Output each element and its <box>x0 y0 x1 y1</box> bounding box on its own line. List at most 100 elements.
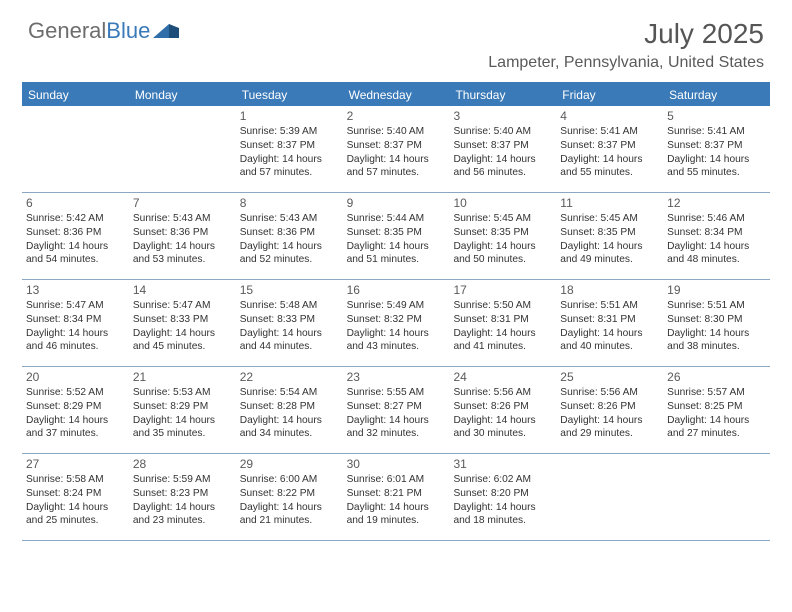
day-info-line: Sunset: 8:35 PM <box>347 226 446 240</box>
day-info-line: and 27 minutes. <box>667 427 766 441</box>
header: GeneralBlue July 2025 Lampeter, Pennsylv… <box>0 0 792 74</box>
day-info-line: Daylight: 14 hours <box>560 327 659 341</box>
day-cell: 22Sunrise: 5:54 AMSunset: 8:28 PMDayligh… <box>236 367 343 453</box>
title-block: July 2025 Lampeter, Pennsylvania, United… <box>488 18 764 72</box>
day-cell <box>556 454 663 540</box>
day-header-cell: Thursday <box>449 84 556 106</box>
day-info-line: Daylight: 14 hours <box>560 153 659 167</box>
day-info-line: Sunset: 8:37 PM <box>240 139 339 153</box>
day-info-line: Sunrise: 6:01 AM <box>347 473 446 487</box>
day-number: 9 <box>347 195 446 211</box>
day-info-line: Sunrise: 5:51 AM <box>560 299 659 313</box>
day-cell: 12Sunrise: 5:46 AMSunset: 8:34 PMDayligh… <box>663 193 770 279</box>
day-info-line: and 23 minutes. <box>133 514 232 528</box>
day-number: 27 <box>26 456 125 472</box>
day-info-line: Sunrise: 5:42 AM <box>26 212 125 226</box>
day-number: 7 <box>133 195 232 211</box>
day-cell: 20Sunrise: 5:52 AMSunset: 8:29 PMDayligh… <box>22 367 129 453</box>
calendar: SundayMondayTuesdayWednesdayThursdayFrid… <box>22 82 770 541</box>
day-info-line: Daylight: 14 hours <box>133 240 232 254</box>
day-info-line: Sunrise: 5:45 AM <box>453 212 552 226</box>
day-cell: 6Sunrise: 5:42 AMSunset: 8:36 PMDaylight… <box>22 193 129 279</box>
day-cell: 19Sunrise: 5:51 AMSunset: 8:30 PMDayligh… <box>663 280 770 366</box>
day-cell: 4Sunrise: 5:41 AMSunset: 8:37 PMDaylight… <box>556 106 663 192</box>
day-info-line: Sunset: 8:33 PM <box>240 313 339 327</box>
day-cell: 3Sunrise: 5:40 AMSunset: 8:37 PMDaylight… <box>449 106 556 192</box>
day-info-line: Sunrise: 5:43 AM <box>133 212 232 226</box>
day-info-line: and 55 minutes. <box>560 166 659 180</box>
day-info-line: Sunset: 8:29 PM <box>133 400 232 414</box>
day-info-line: and 19 minutes. <box>347 514 446 528</box>
day-info-line: Daylight: 14 hours <box>347 327 446 341</box>
day-info-line: Sunset: 8:21 PM <box>347 487 446 501</box>
day-info-line: Daylight: 14 hours <box>347 153 446 167</box>
day-info-line: Daylight: 14 hours <box>453 153 552 167</box>
day-info-line: Sunrise: 5:54 AM <box>240 386 339 400</box>
day-header-cell: Sunday <box>22 84 129 106</box>
day-info-line: Daylight: 14 hours <box>240 327 339 341</box>
day-cell: 1Sunrise: 5:39 AMSunset: 8:37 PMDaylight… <box>236 106 343 192</box>
day-info-line: Sunset: 8:32 PM <box>347 313 446 327</box>
day-info-line: and 45 minutes. <box>133 340 232 354</box>
day-info-line: and 29 minutes. <box>560 427 659 441</box>
day-info-line: Sunset: 8:37 PM <box>560 139 659 153</box>
day-cell: 9Sunrise: 5:44 AMSunset: 8:35 PMDaylight… <box>343 193 450 279</box>
day-info-line: Daylight: 14 hours <box>667 414 766 428</box>
day-info-line: Sunrise: 5:53 AM <box>133 386 232 400</box>
day-info-line: Daylight: 14 hours <box>240 501 339 515</box>
day-info-line: Sunrise: 5:49 AM <box>347 299 446 313</box>
day-cell: 24Sunrise: 5:56 AMSunset: 8:26 PMDayligh… <box>449 367 556 453</box>
day-cell: 2Sunrise: 5:40 AMSunset: 8:37 PMDaylight… <box>343 106 450 192</box>
day-info-line: Daylight: 14 hours <box>133 327 232 341</box>
day-number: 12 <box>667 195 766 211</box>
day-number: 4 <box>560 108 659 124</box>
day-info-line: and 44 minutes. <box>240 340 339 354</box>
day-number: 13 <box>26 282 125 298</box>
day-info-line: Sunrise: 5:46 AM <box>667 212 766 226</box>
day-info-line: Daylight: 14 hours <box>133 414 232 428</box>
day-number: 26 <box>667 369 766 385</box>
day-cell <box>129 106 236 192</box>
day-cell: 16Sunrise: 5:49 AMSunset: 8:32 PMDayligh… <box>343 280 450 366</box>
day-info-line: Daylight: 14 hours <box>667 153 766 167</box>
location-text: Lampeter, Pennsylvania, United States <box>488 54 764 72</box>
day-info-line: Daylight: 14 hours <box>26 501 125 515</box>
day-info-line: Sunrise: 5:45 AM <box>560 212 659 226</box>
day-number: 31 <box>453 456 552 472</box>
day-info-line: Daylight: 14 hours <box>560 240 659 254</box>
logo-icon <box>153 18 179 44</box>
day-number: 10 <box>453 195 552 211</box>
day-cell: 13Sunrise: 5:47 AMSunset: 8:34 PMDayligh… <box>22 280 129 366</box>
day-info-line: Sunset: 8:33 PM <box>133 313 232 327</box>
day-header-cell: Saturday <box>663 84 770 106</box>
day-info-line: Daylight: 14 hours <box>133 501 232 515</box>
day-info-line: Sunset: 8:35 PM <box>453 226 552 240</box>
day-header-row: SundayMondayTuesdayWednesdayThursdayFrid… <box>22 84 770 106</box>
day-info-line: and 40 minutes. <box>560 340 659 354</box>
day-number: 29 <box>240 456 339 472</box>
day-cell: 11Sunrise: 5:45 AMSunset: 8:35 PMDayligh… <box>556 193 663 279</box>
day-info-line: Sunset: 8:26 PM <box>560 400 659 414</box>
day-number: 1 <box>240 108 339 124</box>
day-number: 30 <box>347 456 446 472</box>
day-info-line: Sunrise: 5:43 AM <box>240 212 339 226</box>
day-info-line: Daylight: 14 hours <box>453 240 552 254</box>
day-info-line: and 48 minutes. <box>667 253 766 267</box>
day-info-line: Sunrise: 5:57 AM <box>667 386 766 400</box>
day-info-line: Daylight: 14 hours <box>667 240 766 254</box>
day-info-line: and 37 minutes. <box>26 427 125 441</box>
day-number: 25 <box>560 369 659 385</box>
day-info-line: Daylight: 14 hours <box>347 414 446 428</box>
day-info-line: Sunrise: 5:44 AM <box>347 212 446 226</box>
day-info-line: Sunset: 8:20 PM <box>453 487 552 501</box>
day-number: 16 <box>347 282 446 298</box>
day-info-line: Sunrise: 5:56 AM <box>560 386 659 400</box>
day-number: 21 <box>133 369 232 385</box>
day-info-line: Daylight: 14 hours <box>560 414 659 428</box>
day-number: 22 <box>240 369 339 385</box>
day-info-line: Daylight: 14 hours <box>240 414 339 428</box>
day-info-line: Daylight: 14 hours <box>26 240 125 254</box>
day-info-line: and 38 minutes. <box>667 340 766 354</box>
day-number: 14 <box>133 282 232 298</box>
day-info-line: Sunset: 8:26 PM <box>453 400 552 414</box>
